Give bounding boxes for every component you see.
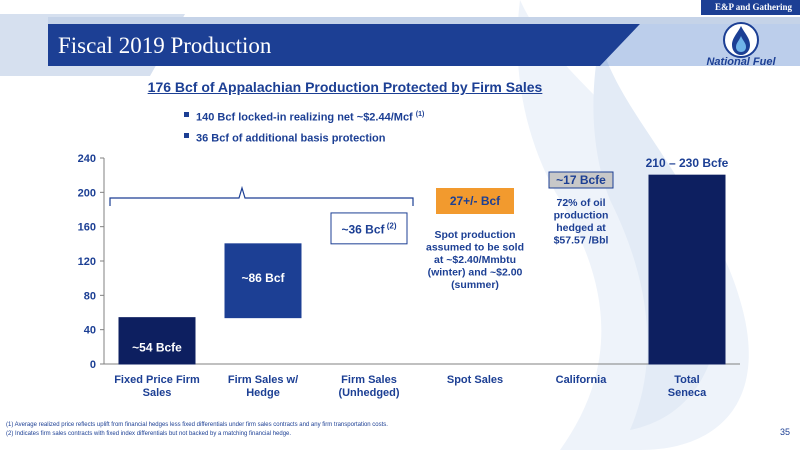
footnotes: (1) Average realized price reflects upli… [6,421,388,439]
x-tick-label: Sales [143,387,172,399]
bar-value-label: ~54 Bcfe [132,340,182,354]
x-tick-label: Total [674,374,699,386]
x-tick-label: Fixed Price Firm [114,374,200,386]
x-tick-label: Seneca [668,387,707,399]
y-tick-label: 40 [84,325,96,337]
y-tick-label: 240 [78,153,96,165]
bar-value-label: ~36 Bcf (2) [341,221,396,236]
page-title: Fiscal 2019 Production [58,33,272,58]
flame-logo-icon [723,22,759,58]
bar-value-label: ~17 Bcfe [556,173,606,187]
y-tick-label: 0 [90,359,96,371]
x-tick-label: (Unhedged) [338,387,399,399]
bullet-list: 140 Bcf locked-in realizing net ~$2.44/M… [184,106,424,147]
x-tick-label: California [556,374,608,386]
y-tick-label: 160 [78,222,96,234]
x-tick-label: Firm Sales [341,374,397,386]
y-tick-label: 80 [84,290,96,302]
bar-1 [224,243,302,319]
annotation-text: at ~$2.40/Mmbtu [434,254,516,266]
bar-california [548,171,614,189]
bullet-item: 140 Bcf locked-in realizing net ~$2.44/M… [184,106,424,127]
bar-0 [118,317,196,365]
y-tick-label: 200 [78,187,96,199]
annotation-text: (winter) and ~$2.00 [428,267,523,279]
bullet-item: 36 Bcf of additional basis protection [184,127,424,148]
firm-sales-brace [109,185,414,206]
annotation-text: 72% of oil [556,197,605,209]
bar-spot-sales [436,188,514,214]
annotation-text: Spot production [434,229,515,241]
bar-value-label: 210 – 230 Bcfe [646,156,729,170]
annotation-text: $57.57 /Bbl [554,235,609,247]
bar-2 [330,212,408,245]
y-tick-label: 120 [78,256,96,268]
bar-label-note: (2) [385,221,397,230]
page-number: 35 [779,427,790,437]
logo-wordmark: National Fuel [706,56,776,68]
bar-5 [648,174,726,365]
bar-value-label: 27+/- Bcf [450,194,501,208]
section-tag: E&P and Gathering [700,0,800,15]
footnote-1: (1) Average realized price reflects upli… [6,422,388,428]
bar-value-label: ~86 Bcf [241,271,285,285]
annotation-text: production [554,210,609,222]
x-tick-label: Spot Sales [447,374,503,386]
chart-subtitle: 176 Bcf of Appalachian Production Protec… [147,79,543,95]
footnote-2: (2) Indicates firm sales contracts with … [6,431,292,437]
annotation-text: (summer) [451,279,499,291]
annotation-text: assumed to be sold [426,242,524,254]
x-tick-label: Firm Sales w/ [228,374,298,386]
x-tick-label: Hedge [246,387,280,399]
annotation-text: hedged at [556,222,606,234]
